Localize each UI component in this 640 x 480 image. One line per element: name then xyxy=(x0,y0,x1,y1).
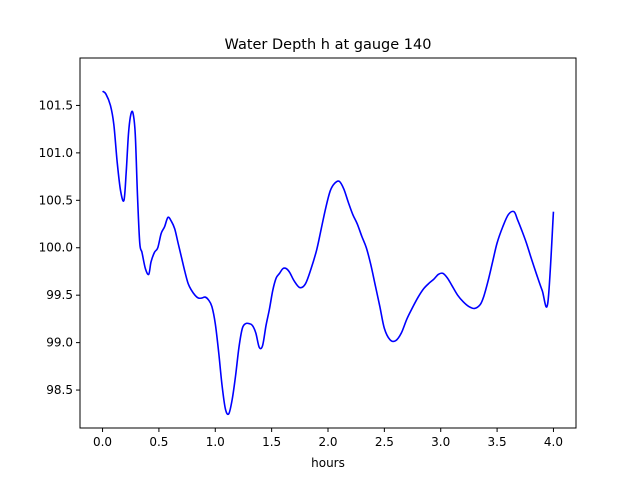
x-axis-label: hours xyxy=(311,456,345,470)
x-axis: 0.0 0.5 1.0 1.5 2.0 2.5 3.0 3.5 4.0 xyxy=(93,428,563,449)
x-tick-label: 3.0 xyxy=(431,435,450,449)
x-tick-label: 2.5 xyxy=(375,435,394,449)
x-tick-label: 3.5 xyxy=(488,435,507,449)
chart-title: Water Depth h at gauge 140 xyxy=(225,37,432,53)
y-tick-label: 101.5 xyxy=(39,98,73,112)
y-tick-label: 100.0 xyxy=(39,241,73,255)
x-tick-label: 1.5 xyxy=(262,435,281,449)
x-tick-label: 1.0 xyxy=(206,435,225,449)
y-tick-label: 98.5 xyxy=(46,383,73,397)
x-tick-label: 2.0 xyxy=(318,435,337,449)
plot-area xyxy=(102,90,555,416)
y-tick-label: 100.5 xyxy=(39,193,73,207)
series-line xyxy=(102,90,555,416)
x-tick-label: 0.5 xyxy=(149,435,168,449)
y-tick-label: 101.0 xyxy=(39,146,73,160)
x-tick-label: 4.0 xyxy=(544,435,563,449)
y-tick-label: 99.5 xyxy=(46,288,73,302)
y-axis: 98.5 99.0 99.5 100.0 100.5 101.0 101.5 xyxy=(39,98,80,397)
y-tick-label: 99.0 xyxy=(46,336,73,350)
x-tick-label: 0.0 xyxy=(93,435,112,449)
